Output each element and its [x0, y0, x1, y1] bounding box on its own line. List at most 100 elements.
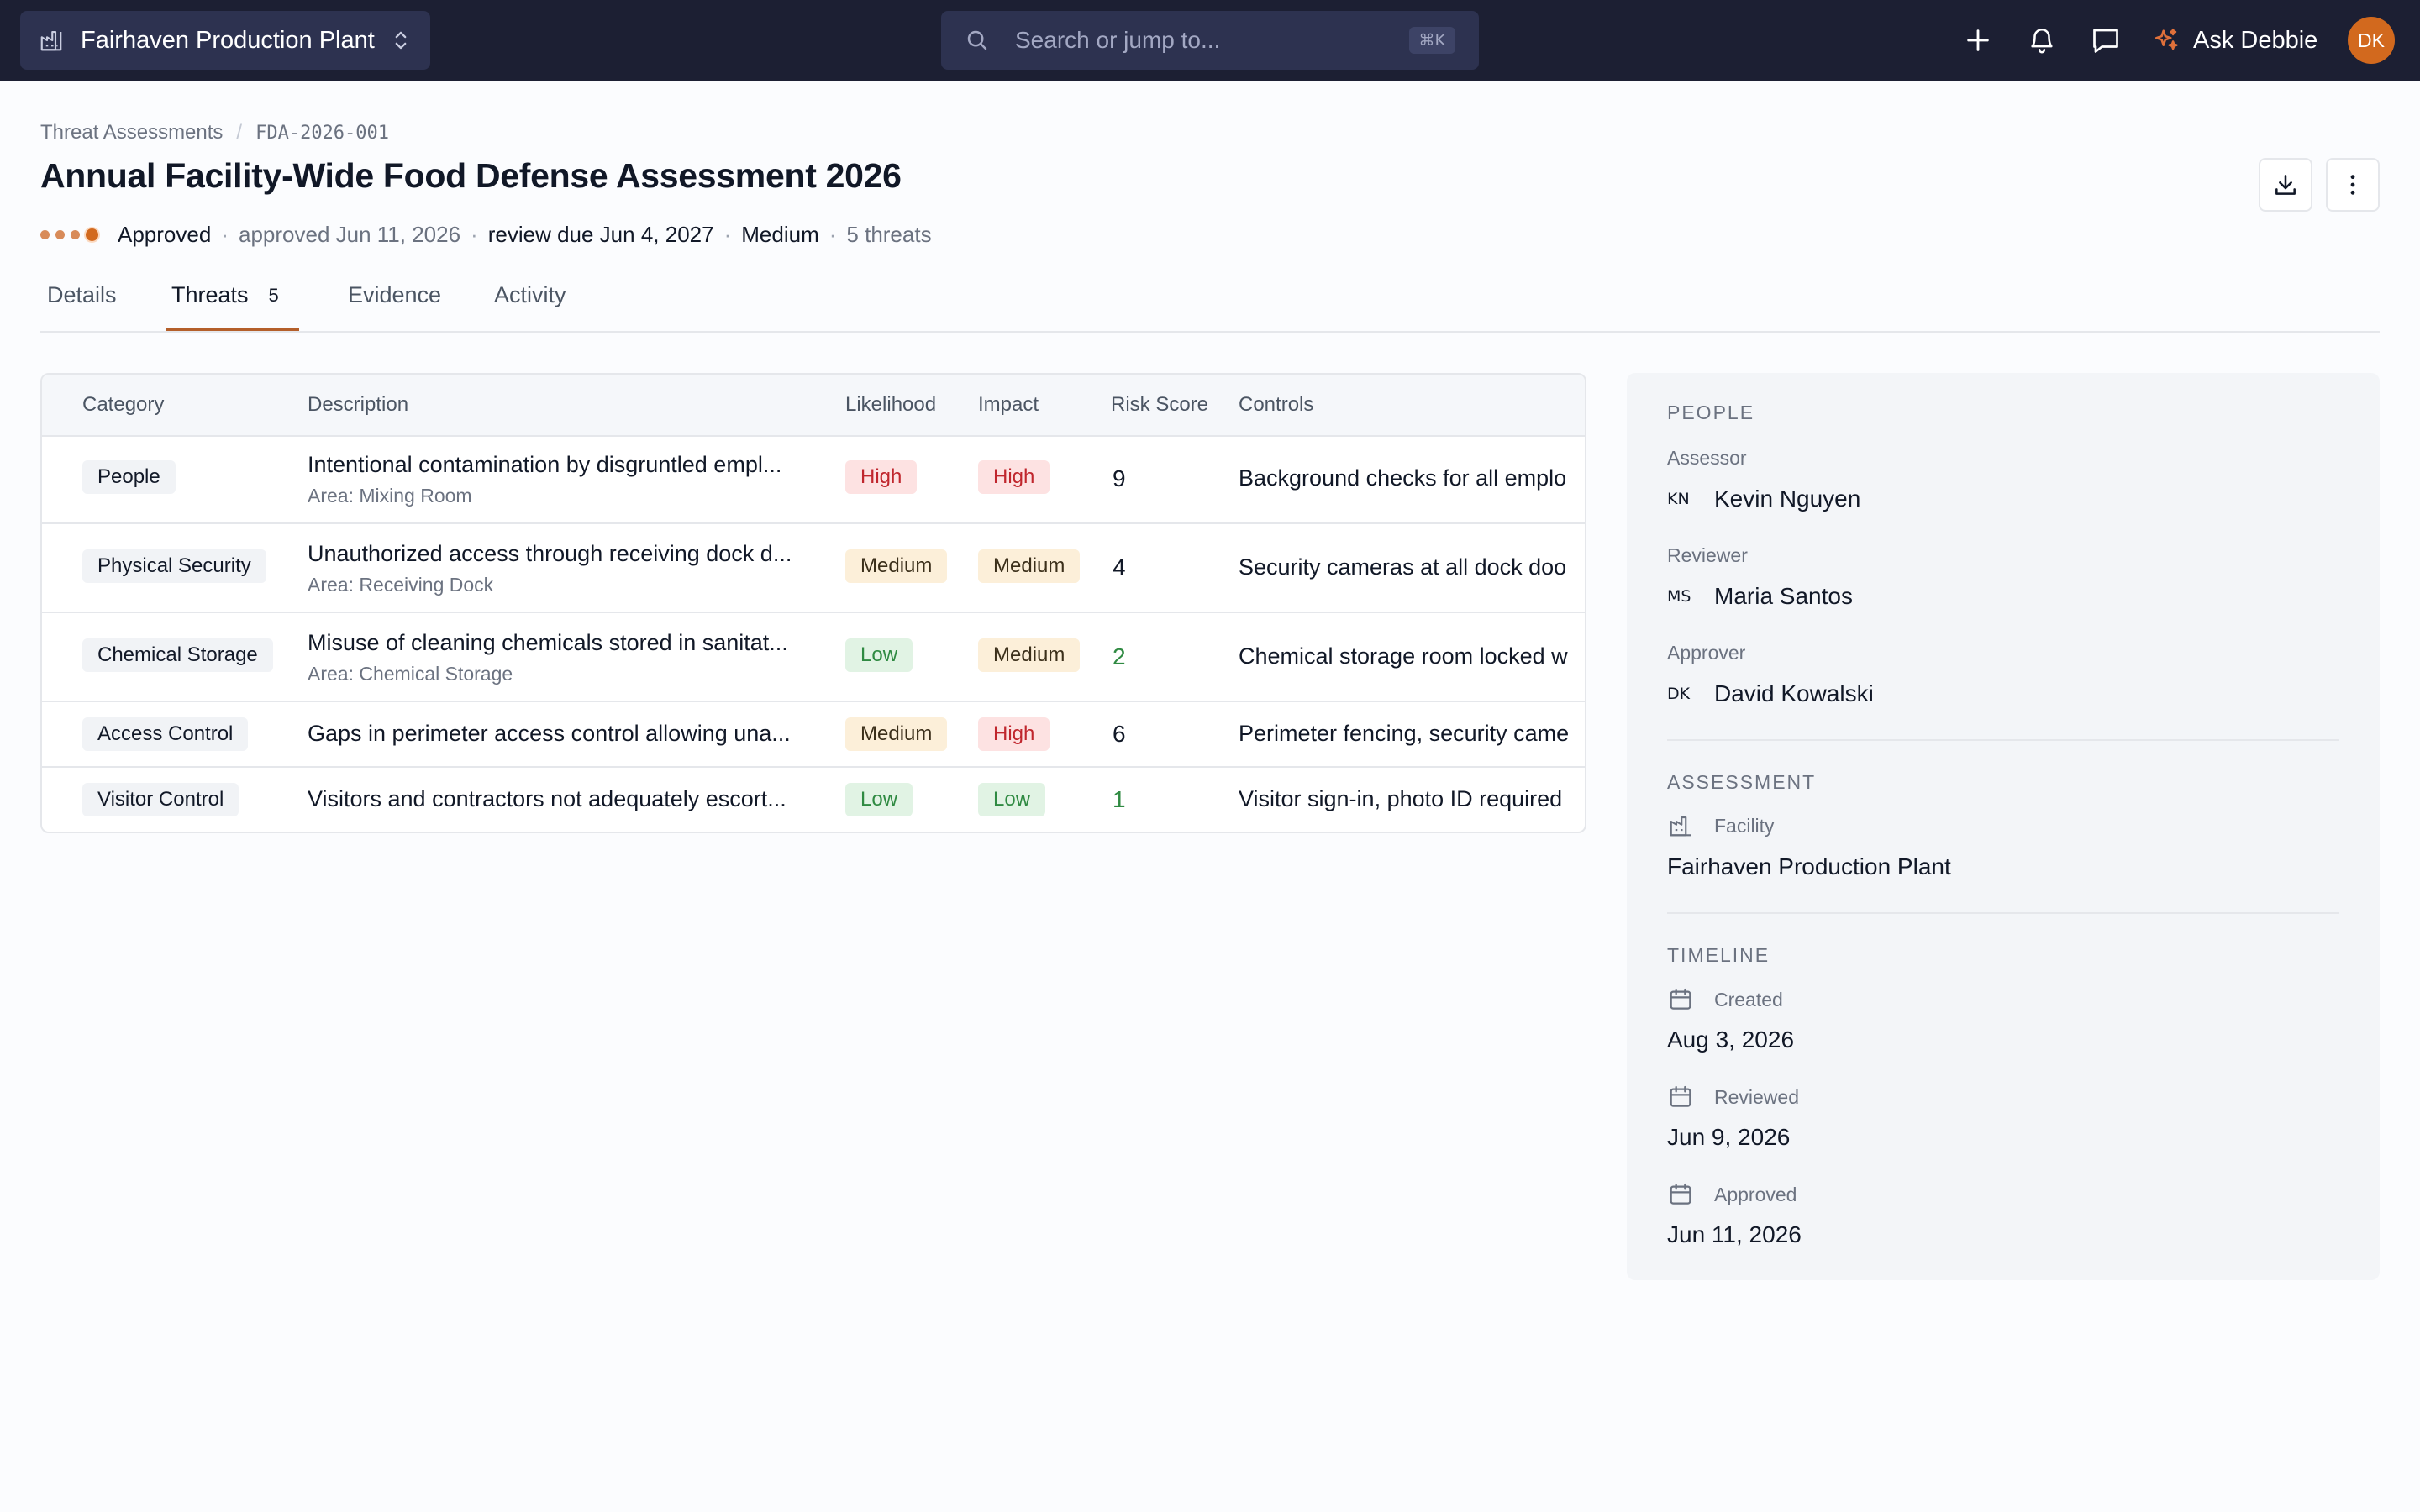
building-icon [1667, 813, 1694, 838]
status-progress-icon [40, 228, 104, 241]
likelihood-badge: Low [845, 783, 913, 816]
tab-evidence[interactable]: Evidence [348, 279, 449, 331]
facility-field: Facility [1667, 813, 1775, 838]
assessor-name: Kevin Nguyen [1714, 486, 1861, 512]
threat-area: Area: Chemical Storage [308, 663, 513, 685]
user-avatar[interactable]: DK [2348, 17, 2395, 64]
approver[interactable]: DK David Kowalski [1667, 680, 1874, 707]
likelihood-badge: Low [845, 638, 913, 672]
assessment-section-title: ASSESSMENT [1667, 771, 1817, 793]
search-input[interactable]: Search or jump to... [1015, 27, 1221, 53]
sparkle-icon [2153, 26, 2181, 55]
reviewer[interactable]: MS Maria Santos [1667, 583, 1853, 610]
approver-initials: DK [1667, 685, 1691, 703]
approved-date: approved Jun 11, 2026 [238, 222, 461, 247]
calendar-icon [1667, 986, 1694, 1013]
tab-activity[interactable]: Activity [494, 279, 587, 331]
tab-count-badge: 5 [268, 285, 279, 306]
column-header-description[interactable]: Description [308, 393, 409, 416]
timeline-section-title: TIMELINE [1667, 944, 1770, 966]
top-bar: Fairhaven Production Plant Search or jum… [0, 0, 2420, 81]
reviewer-label: Reviewer [1667, 544, 1748, 566]
category-chip: Visitor Control [82, 783, 239, 816]
details-side-panel: PEOPLE Assessor KN Kevin Nguyen Reviewer… [1627, 373, 2380, 1280]
table-row[interactable]: People Intentional contamination by disg… [42, 435, 1585, 524]
calendar-icon [1667, 1084, 1694, 1110]
reviewed-label: Reviewed [1714, 1085, 1799, 1108]
risk-score: 2 [1113, 643, 1126, 669]
approved-label: Approved [1714, 1183, 1797, 1205]
column-header-category[interactable]: Category [82, 393, 165, 416]
table-row[interactable]: Visitor Control Visitors and contractors… [42, 768, 1585, 832]
category-chip: Chemical Storage [82, 638, 273, 672]
threat-description: Intentional contamination by disgruntled… [308, 452, 782, 477]
facility-switcher[interactable]: Fairhaven Production Plant [20, 11, 430, 70]
meta-separator: · [829, 222, 837, 247]
threat-description: Misuse of cleaning chemicals stored in s… [308, 630, 788, 655]
column-header-risk-score[interactable]: Risk Score [1111, 393, 1209, 416]
breadcrumb-threat-assessments[interactable]: Threat Assessments [40, 121, 224, 144]
tab-label: Threats [171, 282, 249, 307]
threat-controls: Perimeter fencing, security came [1239, 721, 1570, 746]
threat-controls: Chemical storage room locked w [1239, 643, 1568, 669]
likelihood-badge: Medium [845, 717, 948, 751]
meta-separator: · [723, 222, 732, 247]
panel-divider [1667, 739, 2339, 741]
threat-controls: Visitor sign-in, photo ID required [1239, 786, 1563, 811]
search-icon [965, 28, 990, 53]
facility-value[interactable]: Fairhaven Production Plant [1667, 853, 1951, 879]
reviewer-name: Maria Santos [1714, 583, 1853, 609]
threat-controls: Background checks for all emplo [1239, 465, 1567, 491]
facility-name: Fairhaven Production Plant [81, 26, 375, 54]
table-row[interactable]: Access Control Gaps in perimeter access … [42, 702, 1585, 768]
risk-level: Medium [741, 222, 819, 247]
assessment-meta: Approved · approved Jun 11, 2026 · revie… [40, 222, 932, 248]
meta-separator: · [471, 222, 478, 247]
people-section-title: PEOPLE [1667, 402, 1755, 423]
tab-details[interactable]: Details [47, 279, 131, 331]
download-button[interactable] [2259, 158, 2312, 212]
table-row[interactable]: Physical Security Unauthorized access th… [42, 524, 1585, 613]
ask-debbie-label: Ask Debbie [2193, 26, 2318, 54]
threat-count: 5 threats [846, 222, 932, 247]
global-search[interactable]: Search or jump to... ⌘K [941, 11, 1479, 70]
ask-debbie-button[interactable]: Ask Debbie [2153, 20, 2317, 60]
tab-threats[interactable]: Threats 5 [166, 279, 299, 331]
tab-label: Details [47, 282, 117, 307]
impact-badge: High [978, 460, 1050, 494]
category-chip: People [82, 460, 176, 494]
created-label: Created [1714, 988, 1783, 1011]
download-icon [2272, 171, 2299, 198]
threats-table: Category Description Likelihood Impact R… [40, 373, 1586, 833]
threat-description: Gaps in perimeter access control allowin… [308, 721, 791, 746]
tab-bar: Details Threats 5 Evidence Activity [40, 279, 2380, 333]
assessor[interactable]: KN Kevin Nguyen [1667, 486, 1860, 512]
approved-field: Approved [1667, 1181, 1797, 1208]
more-options-button[interactable] [2326, 158, 2380, 212]
impact-badge: Medium [978, 638, 1081, 672]
approver-label: Approver [1667, 642, 1746, 664]
breadcrumb-separator: / [236, 121, 243, 144]
panel-divider [1667, 912, 2339, 914]
impact-badge: High [978, 717, 1050, 751]
table-row[interactable]: Chemical Storage Misuse of cleaning chem… [42, 613, 1585, 702]
chevron-up-down-icon [392, 29, 410, 51]
bell-icon[interactable] [2020, 18, 2064, 62]
category-chip: Physical Security [82, 549, 266, 583]
threat-description: Unauthorized access through receiving do… [308, 541, 792, 566]
plus-icon[interactable] [1956, 18, 2000, 62]
likelihood-badge: High [845, 460, 918, 494]
meta-separator: · [221, 222, 229, 247]
category-chip: Access Control [82, 717, 249, 751]
more-vertical-icon [2339, 171, 2366, 198]
review-due-date: review due Jun 4, 2027 [487, 222, 714, 247]
column-header-controls[interactable]: Controls [1239, 393, 1314, 416]
column-header-impact[interactable]: Impact [978, 393, 1039, 416]
threat-area: Area: Receiving Dock [308, 574, 494, 596]
breadcrumb: Threat Assessments / FDA-2026-001 [40, 121, 389, 144]
breadcrumb-current: FDA-2026-001 [255, 122, 390, 144]
column-header-likelihood[interactable]: Likelihood [845, 393, 937, 416]
chat-icon[interactable] [2084, 18, 2128, 62]
risk-score: 6 [1113, 721, 1126, 747]
reviewed-field: Reviewed [1667, 1084, 1799, 1110]
